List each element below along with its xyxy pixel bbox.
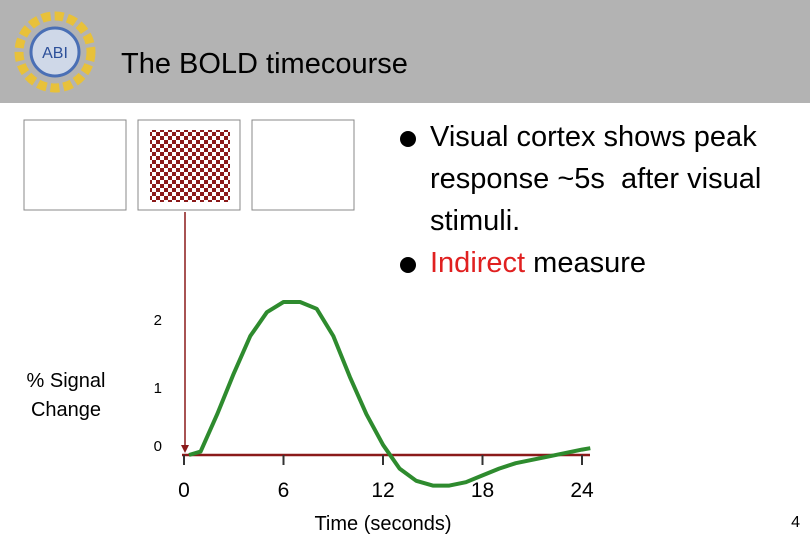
arrow-head: [181, 445, 189, 453]
bullet: Indirect measure: [398, 242, 798, 284]
logo-ring: [14, 11, 96, 93]
y-tick-label: 1: [154, 380, 162, 397]
x-tick-label: 24: [570, 479, 594, 502]
y-axis-label: Change: [31, 399, 101, 421]
header-band: [0, 0, 810, 103]
bullet-text: Indirect: [430, 247, 526, 279]
bullet-text: Visual cortex shows peak response ~5s af…: [430, 121, 770, 237]
page-number: 4: [791, 514, 800, 531]
x-axis-label: Time (seconds): [314, 513, 451, 535]
y-axis-label: % Signal: [27, 370, 106, 392]
logo-core: [29, 26, 81, 78]
bullet-text: measure: [525, 247, 646, 279]
signal-curve: [188, 300, 591, 488]
y-tick-label: 2: [154, 312, 162, 329]
bullet-list: Visual cortex shows peak response ~5s af…: [398, 116, 798, 284]
x-tick-label: 6: [278, 479, 290, 502]
bullet: Visual cortex shows peak response ~5s af…: [398, 116, 798, 242]
y-tick-label: 0: [154, 438, 162, 455]
x-tick-label: 18: [471, 479, 494, 502]
x-tick-label: 0: [178, 479, 190, 502]
stimulus-box: [251, 119, 355, 211]
slide-title: The BOLD timecourse: [121, 48, 408, 80]
stimulus-box: [23, 119, 127, 211]
x-tick-label: 12: [371, 479, 394, 502]
checkerboard: [150, 130, 230, 202]
logo-text: ABI: [42, 45, 68, 62]
